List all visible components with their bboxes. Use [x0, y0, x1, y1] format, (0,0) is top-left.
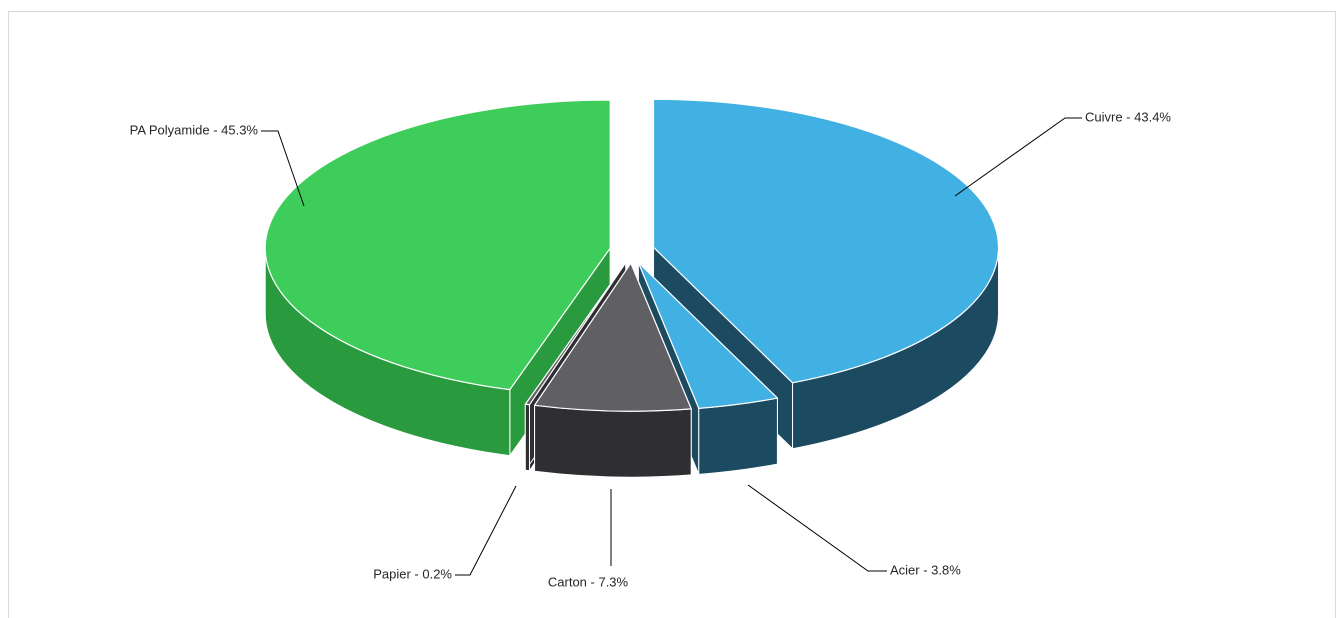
leader-lines: [261, 117, 1082, 576]
data-label-carton: Carton - 7.3%: [548, 574, 629, 589]
slice-cuivre[interactable]: [652, 98, 1000, 384]
slice-pa-polyamide[interactable]: [264, 99, 611, 391]
slice-side-carton-0: [534, 404, 692, 478]
leader-line-cuivre: [954, 117, 1082, 197]
slice-acier[interactable]: [637, 262, 779, 409]
leader-line-papier: [455, 485, 517, 576]
leader-line-pa-polyamide: [261, 130, 305, 207]
slice-carton[interactable]: [533, 262, 692, 412]
pie-tops: [264, 98, 1000, 412]
data-labels: Cuivre - 43.4% Acier - 3.8% Carton - 7.3% P…: [130, 109, 1172, 589]
leader-line-acier: [747, 484, 887, 572]
data-label-cuivre: Cuivre - 43.4%: [1085, 109, 1171, 124]
data-label-papier: Papier - 0.2%: [373, 566, 452, 581]
slice-papier[interactable]: [524, 262, 627, 406]
data-label-pa-polyamide: PA Polyamide - 45.3%: [130, 122, 259, 137]
slice-side-papier-0: [524, 403, 530, 472]
slice-side-acier-0: [698, 397, 778, 475]
data-label-acier: Acier - 3.8%: [890, 562, 961, 577]
